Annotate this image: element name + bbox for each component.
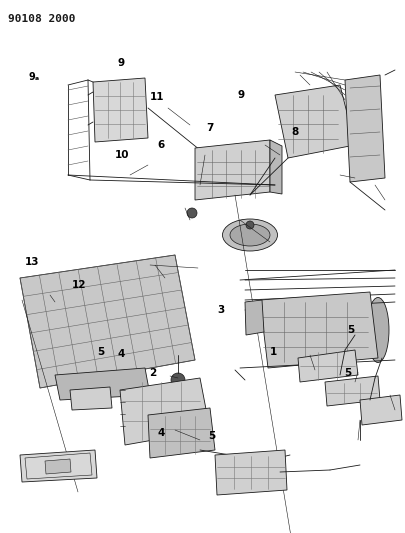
Text: 12: 12 <box>72 280 86 290</box>
Polygon shape <box>120 378 210 445</box>
Text: 13: 13 <box>25 257 40 267</box>
Polygon shape <box>298 350 358 382</box>
Text: 4: 4 <box>158 428 165 438</box>
Text: 6: 6 <box>158 140 165 150</box>
Text: 7: 7 <box>206 123 213 133</box>
Polygon shape <box>270 140 282 194</box>
Text: 9ₐ: 9ₐ <box>29 72 40 82</box>
Text: 90108 2000: 90108 2000 <box>8 14 75 24</box>
Ellipse shape <box>230 224 270 246</box>
Polygon shape <box>148 408 215 458</box>
Polygon shape <box>93 78 148 142</box>
Polygon shape <box>245 300 264 335</box>
Text: 1: 1 <box>270 347 277 357</box>
Circle shape <box>171 373 185 387</box>
Text: 5: 5 <box>347 326 354 335</box>
Text: 5: 5 <box>208 431 215 441</box>
Text: 2: 2 <box>149 368 157 378</box>
Polygon shape <box>45 459 71 474</box>
Text: 3: 3 <box>217 305 224 315</box>
Polygon shape <box>325 376 380 406</box>
Polygon shape <box>195 140 270 200</box>
Circle shape <box>246 221 254 229</box>
Ellipse shape <box>367 297 389 362</box>
Polygon shape <box>20 255 195 388</box>
Polygon shape <box>20 450 97 482</box>
Text: 9: 9 <box>237 90 245 100</box>
Text: 5: 5 <box>344 368 351 378</box>
Text: 5: 5 <box>97 347 104 357</box>
Circle shape <box>187 208 197 218</box>
Ellipse shape <box>222 219 277 251</box>
Polygon shape <box>275 85 355 158</box>
Polygon shape <box>260 292 378 368</box>
Polygon shape <box>55 368 150 400</box>
Polygon shape <box>360 395 402 425</box>
Polygon shape <box>345 75 385 182</box>
Text: 8: 8 <box>291 127 298 137</box>
Polygon shape <box>215 450 287 495</box>
Text: 9: 9 <box>117 58 124 68</box>
Text: 11: 11 <box>150 92 164 102</box>
Text: 4: 4 <box>117 350 124 359</box>
Polygon shape <box>70 387 112 410</box>
Text: 10: 10 <box>115 150 130 159</box>
